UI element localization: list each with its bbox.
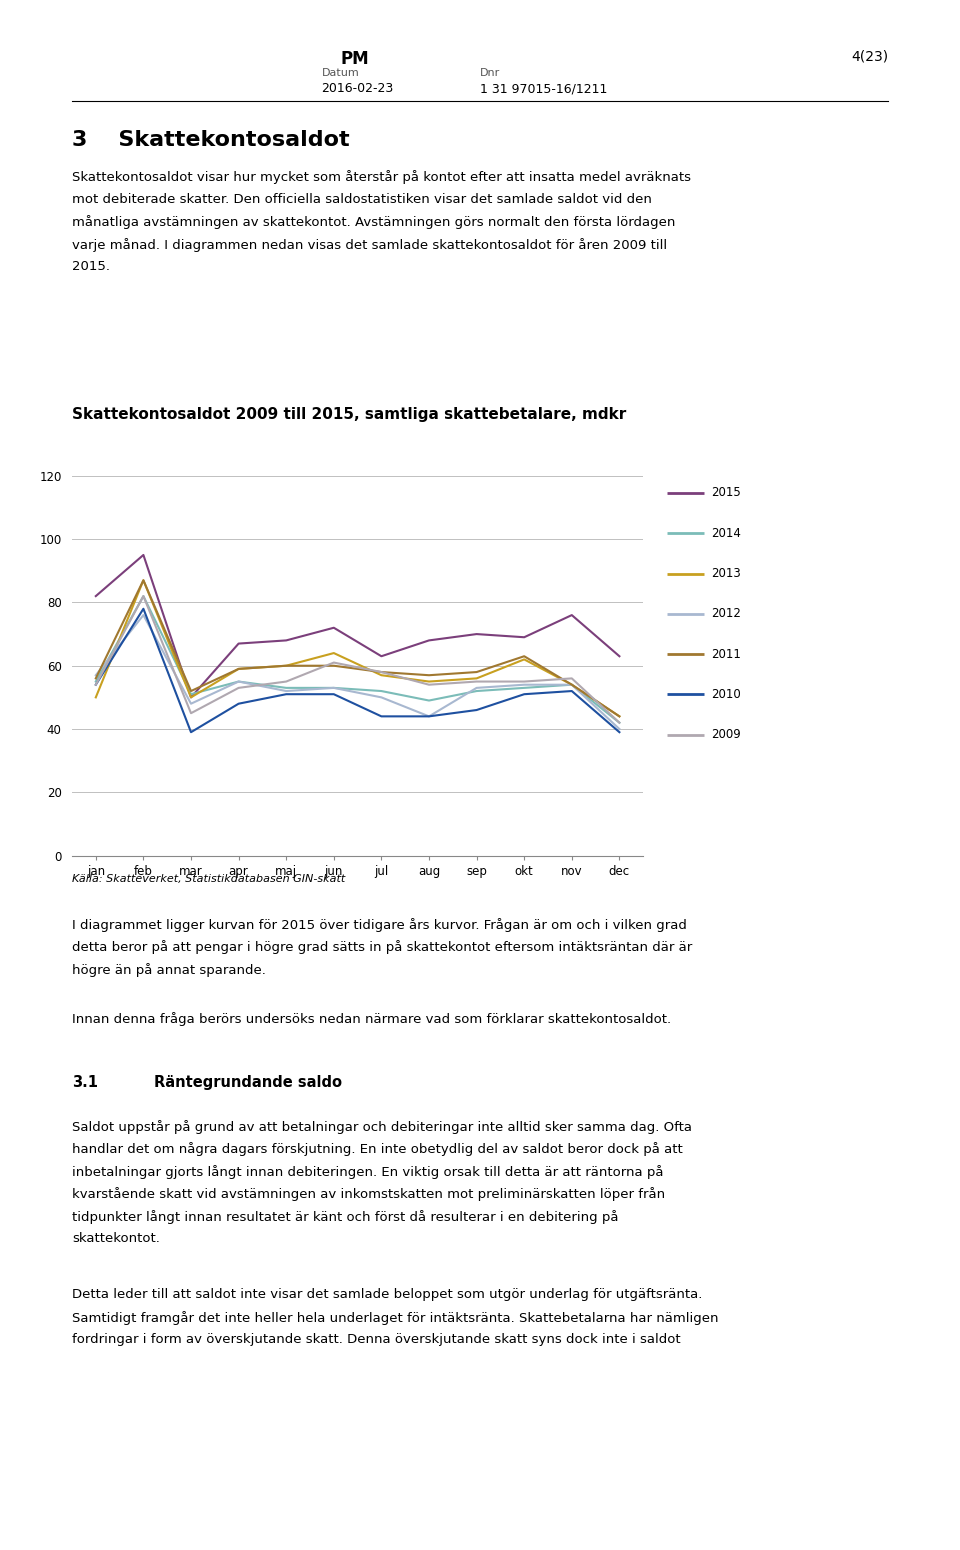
Text: mot debiterade skatter. Den officiella saldostatistiken visar det samlade saldot: mot debiterade skatter. Den officiella s… [72, 192, 652, 206]
Text: 2009: 2009 [711, 728, 741, 741]
Text: fordringar i form av överskjutande skatt. Denna överskjutande skatt syns dock in: fordringar i form av överskjutande skatt… [72, 1333, 681, 1347]
Text: 2016-02-23: 2016-02-23 [322, 82, 394, 95]
Text: I diagrammet ligger kurvan för 2015 över tidigare års kurvor. Frågan är om och i: I diagrammet ligger kurvan för 2015 över… [72, 918, 686, 932]
Text: Datum: Datum [322, 68, 359, 78]
Text: 2011: 2011 [711, 648, 741, 660]
Text: Skattekontosaldot visar hur mycket som återstår på kontot efter att insatta mede: Skattekontosaldot visar hur mycket som å… [72, 170, 691, 184]
Text: detta beror på att pengar i högre grad sätts in på skattekontot eftersom intäkts: detta beror på att pengar i högre grad s… [72, 939, 692, 955]
Text: skattekontot.: skattekontot. [72, 1232, 160, 1245]
Text: PM: PM [341, 50, 370, 68]
Text: 2015: 2015 [711, 487, 741, 499]
Text: 2014: 2014 [711, 527, 741, 539]
Text: Dnr: Dnr [480, 68, 500, 78]
Text: inbetalningar gjorts långt innan debiteringen. En viktig orsak till detta är att: inbetalningar gjorts långt innan debiter… [72, 1166, 663, 1180]
Text: Skattekontosaldot 2009 till 2015, samtliga skattebetalare, mdkr: Skattekontosaldot 2009 till 2015, samtli… [72, 406, 626, 422]
Text: varje månad. I diagrammen nedan visas det samlade skattekontosaldot för åren 200: varje månad. I diagrammen nedan visas de… [72, 237, 667, 253]
Text: 2013: 2013 [711, 567, 741, 580]
Text: 2015.: 2015. [72, 260, 110, 273]
Text: Saldot uppstår på grund av att betalningar och debiteringar inte alltid sker sam: Saldot uppstår på grund av att betalning… [72, 1119, 692, 1135]
Text: 4(23): 4(23) [851, 50, 888, 64]
Text: tidpunkter långt innan resultatet är känt och först då resulterar i en debiterin: tidpunkter långt innan resultatet är kän… [72, 1209, 618, 1224]
Text: Räntegrundande saldo: Räntegrundande saldo [154, 1076, 342, 1090]
Text: 3    Skattekontosaldot: 3 Skattekontosaldot [72, 130, 349, 150]
Text: 1 31 97015-16/1211: 1 31 97015-16/1211 [480, 82, 608, 95]
Text: kvarstående skatt vid avstämningen av inkomstskatten mot preliminärskatten löper: kvarstående skatt vid avstämningen av in… [72, 1187, 665, 1201]
Text: 3.1: 3.1 [72, 1076, 98, 1090]
Text: 2010: 2010 [711, 688, 741, 701]
Text: 2012: 2012 [711, 608, 741, 620]
Text: högre än på annat sparande.: högre än på annat sparande. [72, 963, 266, 976]
Text: månatliga avstämningen av skattekontot. Avstämningen görs normalt den första lör: månatliga avstämningen av skattekontot. … [72, 215, 676, 229]
Text: Innan denna fråga berörs undersöks nedan närmare vad som förklarar skattekontosa: Innan denna fråga berörs undersöks nedan… [72, 1012, 671, 1026]
Text: handlar det om några dagars förskjutning. En inte obetydlig del av saldot beror : handlar det om några dagars förskjutning… [72, 1142, 683, 1156]
Text: Källa: Skatteverket, Statistikdatabasen GIN-skatt: Källa: Skatteverket, Statistikdatabasen … [72, 874, 346, 883]
Text: Samtidigt framgår det inte heller hela underlaget för intäktsränta. Skattebetala: Samtidigt framgår det inte heller hela u… [72, 1311, 718, 1325]
Text: Detta leder till att saldot inte visar det samlade beloppet som utgör underlag f: Detta leder till att saldot inte visar d… [72, 1288, 703, 1302]
